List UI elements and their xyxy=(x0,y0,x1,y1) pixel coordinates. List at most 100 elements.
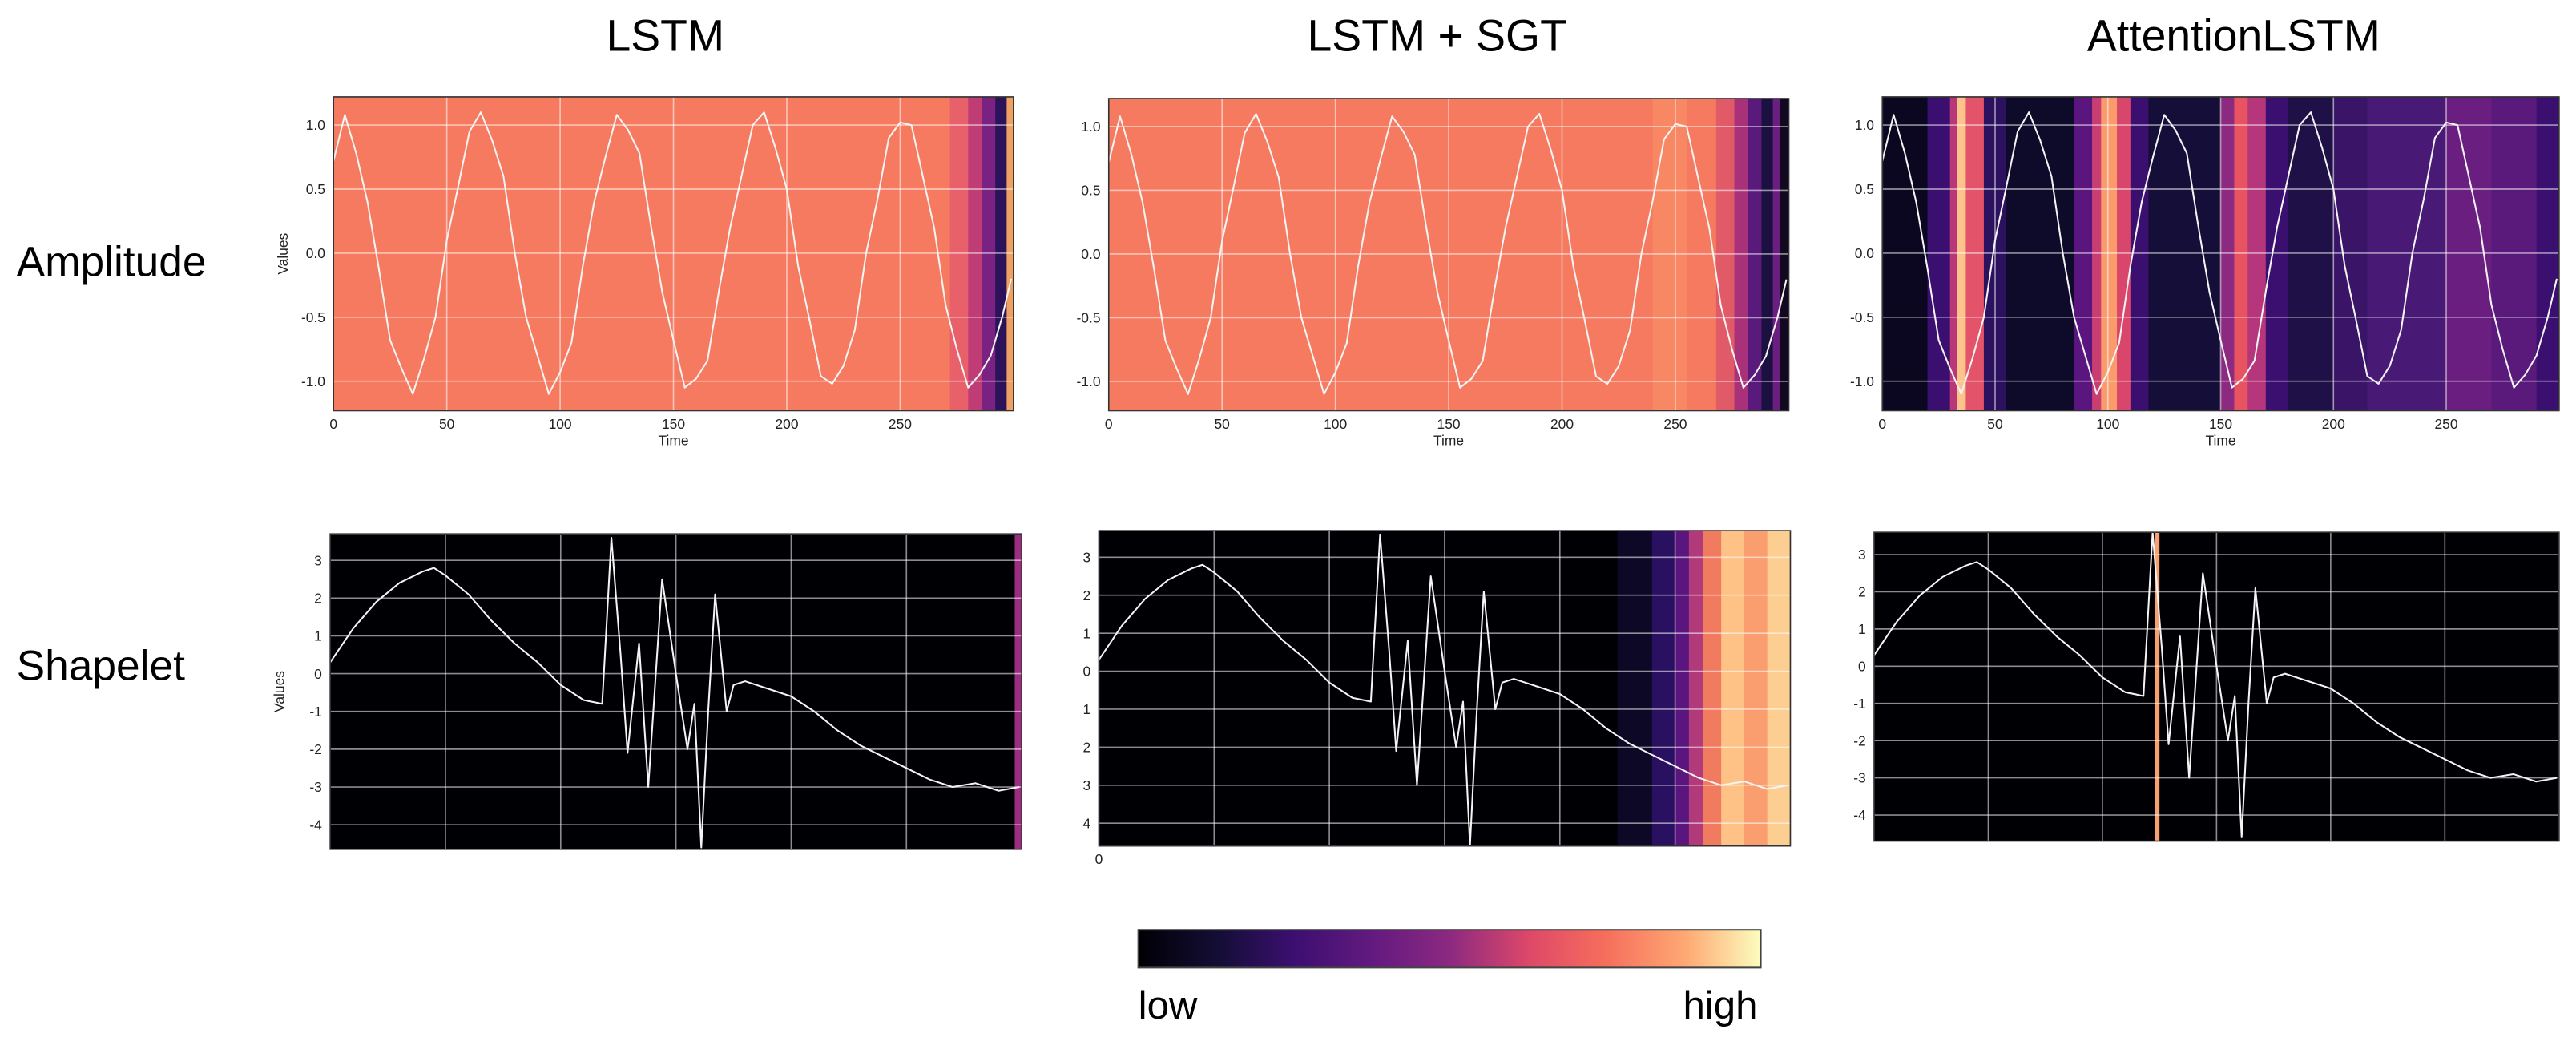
y-tick-label: -3 xyxy=(309,779,321,795)
heat-band xyxy=(1688,531,1703,846)
y-tick-label: 0.5 xyxy=(1855,181,1874,197)
colorbar-high: high xyxy=(1683,983,1757,1027)
x-tick-label: 0 xyxy=(1095,851,1103,867)
x-tick-label: 200 xyxy=(2322,416,2345,432)
heat-band xyxy=(1703,531,1722,846)
signal-line xyxy=(1098,533,1788,847)
y-tick-label: 0.0 xyxy=(1855,245,1874,261)
x-tick-label: 100 xyxy=(1324,416,1347,432)
x-tick-label: 50 xyxy=(439,416,454,432)
y-tick-label: 1.0 xyxy=(306,117,325,133)
x-tick-label: 100 xyxy=(549,416,572,432)
x-axis-label: Time xyxy=(2205,433,2235,449)
column-title: AttentionLSTM xyxy=(2087,11,2380,61)
x-tick-label: 250 xyxy=(1663,416,1687,432)
heat-band xyxy=(1744,531,1768,846)
y-axis-label: Values xyxy=(275,232,291,274)
plot-frame xyxy=(1881,96,2560,412)
panel: 0 50 100 150 200 250 1.0 0.5 0.0 -0.5 -1.0 Time xyxy=(1077,98,1790,449)
y-tick-label: 1 xyxy=(1858,621,1866,637)
x-tick-label: 150 xyxy=(662,416,685,432)
panel: 0 50 100 150 200 250 1.0 0.5 0.0 -0.5 -1.0 Time xyxy=(1850,96,2560,449)
heat-band xyxy=(1014,534,1022,849)
heat-band xyxy=(1617,531,1653,846)
heat-band xyxy=(1767,531,1792,846)
y-tick-label: 0 xyxy=(314,666,322,682)
y-tick-label: -4 xyxy=(309,817,322,833)
column-title: LSTM + SGT xyxy=(1308,11,1567,61)
y-tick-label: -2 xyxy=(309,741,321,757)
y-tick-label: -3 xyxy=(1853,770,1865,786)
signal-line xyxy=(333,111,1013,395)
y-tick-label: -0.5 xyxy=(301,309,325,325)
heat-band xyxy=(1651,531,1676,846)
x-tick-label: 0 xyxy=(1878,416,1886,432)
y-tick-label: -1 xyxy=(1853,696,1865,712)
heat-band xyxy=(1873,532,2156,841)
y-tick-label: 1 xyxy=(314,628,322,644)
heat-band xyxy=(1099,531,1619,846)
y-tick-label: 0 xyxy=(1858,658,1866,674)
x-tick-label: 150 xyxy=(1437,416,1461,432)
x-axis-label: Time xyxy=(659,433,689,449)
heat-band xyxy=(2159,532,2560,841)
signal-line xyxy=(1873,531,2558,838)
column-title: LSTM xyxy=(607,11,725,61)
panel: 0 3 2 1 0 1 2 3 4 xyxy=(1083,530,1792,867)
heat-band xyxy=(330,534,1016,849)
y-tick-label: 3 xyxy=(1083,549,1091,565)
x-tick-label: 250 xyxy=(2435,416,2458,432)
heat-band xyxy=(1721,531,1745,846)
x-tick-label: 150 xyxy=(2209,416,2232,432)
x-tick-label: 200 xyxy=(775,416,798,432)
y-tick-label: -0.5 xyxy=(1850,309,1874,325)
y-tick-label: 3 xyxy=(1858,547,1866,563)
y-tick-label: 2 xyxy=(1858,584,1866,600)
y-tick-label: -2 xyxy=(1853,732,1865,748)
y-tick-label: -4 xyxy=(1853,807,1866,823)
y-tick-label: 0.5 xyxy=(1081,183,1100,199)
signal-line xyxy=(329,536,1020,849)
x-tick-label: 100 xyxy=(2096,416,2119,432)
plot-frame xyxy=(1873,531,2560,842)
y-tick-label: 4 xyxy=(1083,815,1091,831)
heat-band xyxy=(1675,531,1690,846)
y-tick-label: -1.0 xyxy=(301,373,325,389)
y-tick-label: 1.0 xyxy=(1081,119,1100,135)
y-tick-label: 2 xyxy=(1083,587,1091,603)
y-tick-label: -1.0 xyxy=(1850,373,1874,389)
heat-band xyxy=(2155,532,2160,841)
y-tick-label: 0.0 xyxy=(306,245,325,261)
y-tick-label: 0.0 xyxy=(1081,246,1100,262)
panel: 0 50 100 150 200 250 1.0 0.5 0.0 -0.5 -1.0 Time Valu… xyxy=(275,96,1014,449)
y-axis-label: Values xyxy=(272,671,288,712)
x-tick-label: 50 xyxy=(1987,416,2002,432)
y-tick-label: -1 xyxy=(309,704,321,720)
x-tick-label: 250 xyxy=(889,416,912,432)
colorbar xyxy=(1137,929,1762,969)
y-tick-label: -1.0 xyxy=(1077,373,1101,389)
y-tick-label: 3 xyxy=(314,552,322,568)
colorbar-low: low xyxy=(1139,983,1198,1027)
x-tick-label: 0 xyxy=(329,416,337,432)
x-tick-label: 0 xyxy=(1105,416,1113,432)
panel: 3 2 1 0 -1 -2 -3 -4 xyxy=(1853,531,2560,842)
y-tick-label: 2 xyxy=(314,590,322,606)
y-tick-label: 2 xyxy=(1083,740,1091,756)
y-tick-label: 1 xyxy=(1083,701,1091,717)
x-axis-label: Time xyxy=(1433,433,1464,449)
plot-frame xyxy=(333,96,1014,412)
x-tick-label: 50 xyxy=(1215,416,1230,432)
plot-frame xyxy=(329,533,1022,850)
panel: 3 2 1 0 -1 -2 -3 -4 Values xyxy=(272,533,1022,850)
y-tick-label: 0 xyxy=(1083,664,1091,680)
signal-line xyxy=(1881,111,2558,395)
y-tick-label: 1.0 xyxy=(1855,117,1874,133)
y-tick-label: 0.5 xyxy=(306,181,325,197)
plot-frame xyxy=(1107,98,1790,412)
y-tick-label: 3 xyxy=(1083,777,1091,793)
y-tick-label: -0.5 xyxy=(1077,310,1101,326)
plot-frame xyxy=(1098,530,1792,847)
y-tick-label: 1 xyxy=(1083,625,1091,641)
